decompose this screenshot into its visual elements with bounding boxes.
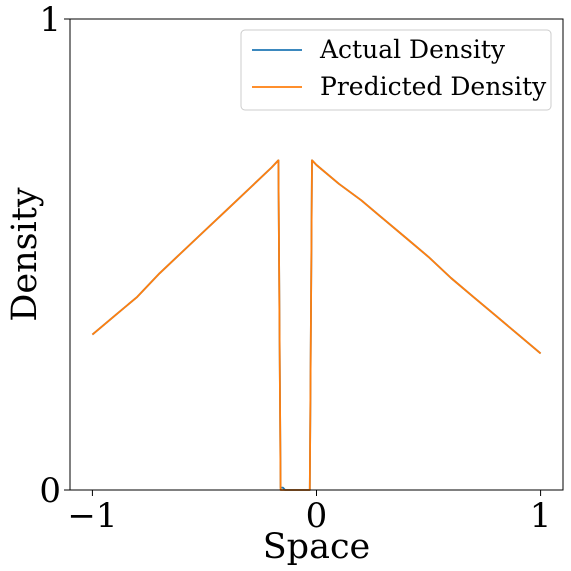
y-tick-label: 1 bbox=[39, 0, 61, 40]
x-tick-label: 0 bbox=[306, 496, 328, 536]
x-axis-label: Space bbox=[263, 527, 371, 567]
y-axis-label: Density bbox=[5, 187, 45, 322]
legend-label: Actual Density bbox=[319, 35, 506, 64]
legend: Actual Density Predicted Density bbox=[240, 29, 552, 111]
x-tick-label: −1 bbox=[67, 496, 117, 536]
legend-box bbox=[240, 29, 552, 111]
legend-label: Predicted Density bbox=[320, 72, 547, 101]
x-tick-label: 1 bbox=[530, 496, 552, 536]
y-tick-label: 0 bbox=[39, 471, 61, 511]
axis-ticks: −1 0 101 bbox=[39, 0, 551, 536]
